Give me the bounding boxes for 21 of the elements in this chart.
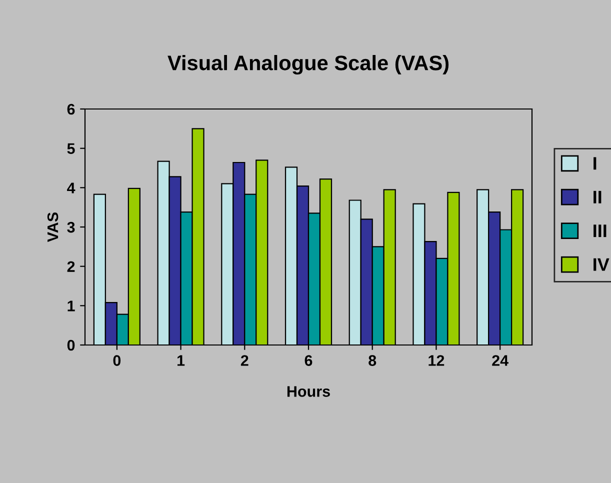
x-tick-label: 8: [368, 355, 376, 366]
legend-label: III: [594, 224, 606, 238]
x-tick-label: 12: [428, 355, 444, 366]
legend-label: II: [594, 190, 602, 204]
x-tick-label: 2: [240, 355, 248, 366]
x-axis-title: Hours: [287, 386, 330, 397]
legend-label: IV: [594, 258, 610, 271]
y-tick-label: 4: [67, 182, 76, 194]
legend-label: I: [594, 157, 596, 170]
y-tick-label: 2: [67, 261, 75, 272]
x-tick-label: 1: [178, 355, 185, 366]
x-tick-label: 0: [113, 355, 121, 366]
y-tick-label: 6: [67, 104, 75, 115]
x-tick-label: 6: [304, 355, 312, 366]
chart-title: Visual Analogue Scale (VAS): [168, 55, 449, 75]
y-tick-label: 3: [67, 222, 75, 233]
x-tick-label: 24: [492, 355, 508, 366]
y-tick-label: 0: [67, 340, 75, 351]
y-tick-label: 1: [68, 300, 75, 312]
y-axis-title: VAS: [47, 212, 58, 242]
y-tick-label: 5: [67, 143, 75, 154]
